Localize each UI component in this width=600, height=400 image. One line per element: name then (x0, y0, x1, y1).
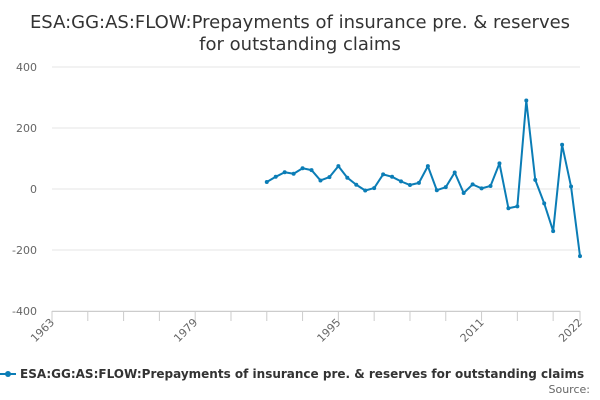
data-point[interactable] (425, 164, 430, 169)
data-point[interactable] (345, 175, 350, 180)
data-point[interactable] (336, 164, 341, 169)
x-tick-label: 1963 (28, 316, 57, 345)
legend-label: ESA:GG:AS:FLOW:Prepayments of insurance … (20, 367, 584, 381)
data-point[interactable] (318, 178, 323, 183)
data-point[interactable] (354, 182, 359, 187)
credits-source[interactable]: Source: (549, 383, 591, 396)
data-point[interactable] (399, 179, 404, 184)
y-tick-label: 400 (16, 61, 37, 74)
data-point[interactable] (533, 177, 538, 182)
data-point[interactable] (264, 179, 269, 184)
data-point[interactable] (434, 188, 439, 193)
data-point[interactable] (524, 98, 529, 103)
data-point[interactable] (551, 229, 556, 234)
data-point[interactable] (488, 183, 493, 188)
x-tick-label: 1995 (315, 316, 344, 345)
data-point[interactable] (560, 142, 565, 147)
series-line (265, 99, 581, 258)
x-tick-label: 2022 (556, 316, 585, 345)
data-point[interactable] (569, 184, 574, 189)
data-point[interactable] (461, 190, 466, 195)
data-point[interactable] (300, 166, 305, 171)
data-point[interactable] (578, 254, 582, 259)
chart-title-line-2: for outstanding claims (199, 34, 401, 55)
data-point[interactable] (309, 168, 314, 173)
y-tick-label: -200 (12, 244, 37, 257)
data-point[interactable] (452, 170, 457, 175)
data-point[interactable] (390, 174, 395, 179)
data-point[interactable] (363, 188, 368, 193)
data-point[interactable] (470, 182, 475, 187)
x-tick-label: 1979 (171, 316, 200, 345)
data-point[interactable] (273, 174, 278, 179)
series-layer (264, 98, 582, 259)
data-point[interactable] (416, 180, 421, 185)
data-point[interactable] (381, 172, 386, 177)
data-point[interactable] (515, 204, 520, 209)
data-point[interactable] (372, 186, 377, 191)
data-point[interactable] (506, 206, 511, 211)
y-tick-label: 200 (16, 122, 37, 135)
data-point[interactable] (407, 183, 412, 188)
data-point[interactable] (443, 185, 448, 190)
grid-layer (52, 66, 580, 312)
data-point[interactable] (497, 161, 502, 166)
data-point[interactable] (479, 186, 484, 191)
y-tick-label: -400 (12, 305, 37, 318)
y-tick-label: 0 (30, 183, 37, 196)
data-point[interactable] (291, 171, 296, 176)
chart-title-line-1: ESA:GG:AS:FLOW:Prepayments of insurance … (30, 12, 570, 33)
legend-dot-marker (5, 371, 11, 377)
legend[interactable]: ESA:GG:AS:FLOW:Prepayments of insurance … (0, 367, 584, 381)
data-point[interactable] (542, 201, 547, 206)
data-point[interactable] (282, 170, 287, 175)
x-tick-label: 2011 (458, 316, 487, 345)
data-point[interactable] (327, 175, 332, 180)
